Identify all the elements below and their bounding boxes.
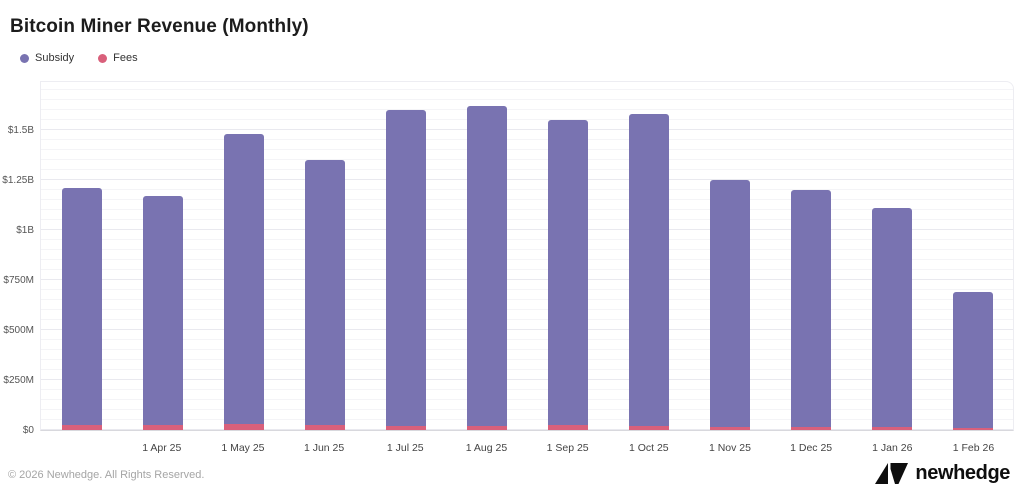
bar-segment-subsidy[interactable] (952, 292, 993, 428)
x-axis-tick-label: 1 Aug 25 (465, 442, 508, 454)
bar-segment-subsidy[interactable] (871, 208, 912, 427)
brand-name: newhedge (915, 462, 1010, 484)
bar-segment-fees[interactable] (385, 426, 426, 430)
page-title: Bitcoin Miner Revenue (Monthly) (10, 16, 309, 37)
chart-legend: Subsidy Fees (20, 52, 138, 64)
bar-1-jan-26[interactable] (871, 208, 912, 430)
bar-1-oct-25[interactable] (628, 114, 669, 430)
bar-segment-fees[interactable] (871, 427, 912, 430)
copyright-text: © 2026 Newhedge. All Rights Reserved. (8, 469, 205, 481)
bar-segment-subsidy[interactable] (385, 110, 426, 426)
bar-segment-subsidy[interactable] (709, 180, 750, 427)
bar-slot (770, 82, 851, 430)
bar-segment-subsidy[interactable] (61, 188, 102, 425)
bar-1-dec-25[interactable] (790, 190, 831, 430)
bar-slot (203, 82, 284, 430)
bar-segment-subsidy[interactable] (628, 114, 669, 426)
y-axis-tick-label: $0 (22, 425, 34, 436)
x-axis-tick-label: 1 Apr 25 (142, 442, 182, 454)
bar-1-aug-25[interactable] (466, 106, 507, 430)
y-axis-tick-label: $1.5B (7, 125, 34, 136)
bar-slot (932, 82, 1013, 430)
x-axis-tick-label: 1 Feb 26 (952, 442, 995, 454)
bar-segment-fees[interactable] (709, 426, 750, 430)
bar-slot (122, 82, 203, 430)
bar-slot (851, 82, 932, 430)
y-axis-tick-label: $1.25B (2, 175, 34, 186)
bar-segment-fees[interactable] (223, 424, 264, 430)
bar-1-jun-25[interactable] (304, 160, 345, 430)
y-axis: $0 $250M $500M $750M $1B $1.25B $1.5B (0, 81, 34, 436)
x-axis-tick-label: 1 Nov 25 (708, 442, 751, 454)
x-axis-tick-label: 1 Oct 25 (628, 442, 669, 454)
y-axis-tick-label: $250M (3, 375, 34, 386)
plot-area (40, 81, 1014, 431)
y-axis-tick-label: $500M (3, 325, 34, 336)
x-axis-tick-label (40, 441, 121, 455)
x-axis: 1 Apr 25 1 May 25 1 Jun 25 1 Jul 25 1 Aug 25… (40, 441, 1014, 455)
legend-item-subsidy[interactable]: Subsidy (20, 52, 74, 64)
bar-slot (446, 82, 527, 430)
bar-segment-fees[interactable] (61, 425, 102, 430)
bar-1-jul-25[interactable] (385, 110, 426, 430)
x-axis-tick-label: 1 Jan 26 (872, 442, 913, 454)
bar-segment-subsidy[interactable] (547, 120, 588, 426)
bar-1-sep-25[interactable] (547, 120, 588, 430)
bar-segment-subsidy[interactable] (304, 160, 345, 425)
fees-dot-icon (98, 53, 108, 63)
legend-label-fees: Fees (113, 52, 138, 64)
x-axis-tick-label: 1 Jun 25 (303, 442, 345, 454)
bar-slot (689, 82, 770, 430)
bar-segment-fees[interactable] (142, 425, 183, 430)
bar-segment-subsidy[interactable] (466, 106, 507, 427)
bar-segment-subsidy[interactable] (790, 190, 831, 427)
bar-segment-subsidy[interactable] (223, 134, 264, 425)
bar-segment-fees[interactable] (790, 426, 831, 430)
bar-segment-fees[interactable] (466, 426, 507, 430)
x-axis-tick-label: 1 Sep 25 (546, 442, 589, 454)
y-axis-tick-label: $1B (16, 225, 34, 236)
bar-1-nov-25[interactable] (709, 180, 750, 430)
y-axis-tick-label: $750M (3, 275, 34, 286)
bar-segment-fees[interactable] (952, 427, 993, 430)
bar-slot (41, 82, 122, 430)
bar-segment-subsidy[interactable] (142, 196, 183, 426)
brand-logo: newhedge (875, 462, 1010, 485)
bar-1-feb-26[interactable] (952, 292, 993, 430)
bar-1-apr-25[interactable] (142, 196, 183, 430)
bar-slot (527, 82, 608, 430)
newhedge-triangles-logo-icon (875, 463, 909, 484)
legend-item-fees[interactable]: Fees (98, 52, 138, 64)
bar-1-may-25[interactable] (223, 134, 264, 430)
bar-slot (608, 82, 689, 430)
x-axis-tick-label: 1 Jul 25 (386, 442, 424, 454)
bar-segment-fees[interactable] (304, 424, 345, 430)
bar-segment-fees[interactable] (547, 425, 588, 430)
legend-label-subsidy: Subsidy (35, 52, 75, 64)
bar-slot (365, 82, 446, 430)
bar-slot (284, 82, 365, 430)
x-axis-tick-label: 1 Dec 25 (790, 442, 833, 454)
bar-segment-fees[interactable] (628, 426, 669, 430)
x-axis-tick-label: 1 May 25 (221, 442, 265, 454)
bar-unlabeled-0[interactable] (61, 188, 102, 430)
subsidy-dot-icon (20, 53, 29, 63)
